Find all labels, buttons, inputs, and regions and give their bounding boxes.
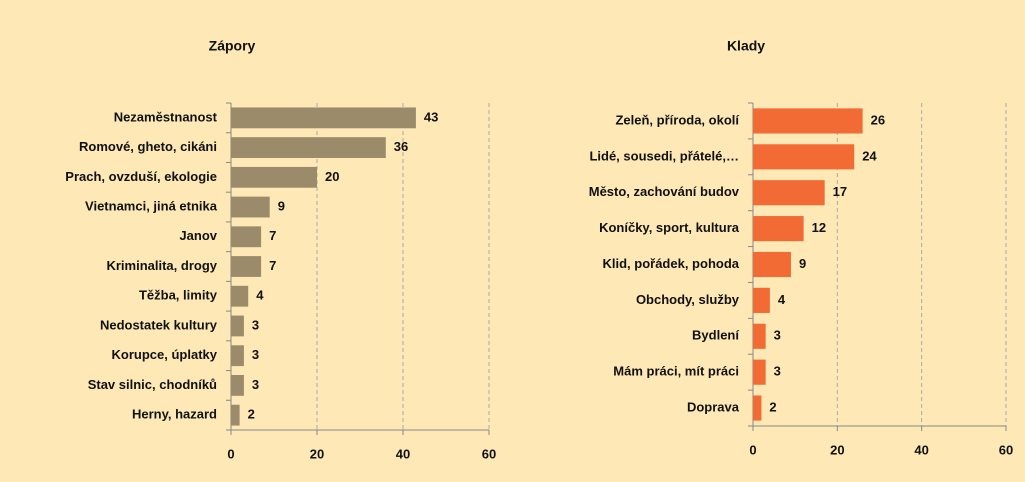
- value-label: 7: [269, 258, 276, 273]
- value-label: 12: [812, 220, 826, 235]
- value-label: 3: [774, 364, 781, 379]
- bar: [753, 216, 804, 242]
- y-tick-label: Město, zachování budov: [589, 184, 740, 199]
- y-tick-label: Mám práci, mít práci: [613, 364, 739, 379]
- y-tick-label: Korupce, úplatky: [112, 347, 218, 362]
- bar: [231, 404, 240, 426]
- value-label: 3: [252, 377, 259, 392]
- top-band: [0, 0, 1025, 10]
- bar: [753, 180, 825, 206]
- y-tick-label: Bydlení: [692, 328, 739, 343]
- value-label: 3: [774, 328, 781, 343]
- bar: [231, 166, 317, 188]
- y-tick-label: Nezaměstnanost: [114, 109, 218, 124]
- bar: [753, 144, 855, 170]
- x-tick-label: 40: [396, 446, 410, 461]
- x-tick-label: 40: [914, 442, 928, 457]
- value-label: 26: [871, 112, 885, 127]
- bar: [231, 226, 262, 248]
- bar: [753, 395, 762, 421]
- y-tick-label: Klid, pořádek, pohoda: [602, 256, 739, 271]
- value-label: 24: [862, 148, 877, 163]
- value-label: 4: [256, 288, 264, 303]
- bar: [231, 375, 244, 396]
- y-tick-label: Romové, gheto, cikáni: [79, 139, 217, 154]
- bar: [753, 251, 791, 278]
- y-tick-label: Obchody, služby: [636, 292, 740, 307]
- y-tick-label: Těžba, limity: [139, 288, 218, 303]
- y-tick-label: Stav silnic, chodníků: [88, 377, 217, 392]
- x-tick-label: 0: [227, 446, 234, 461]
- x-tick-label: 60: [999, 442, 1013, 457]
- y-tick-label: Herny, hazard: [132, 407, 217, 422]
- value-label: 43: [424, 109, 438, 124]
- value-label: 2: [769, 399, 776, 414]
- bar: [231, 107, 416, 129]
- y-tick-label: Koníčky, sport, kultura: [599, 220, 740, 235]
- x-tick-label: 0: [749, 442, 756, 457]
- y-tick-label: Kriminalita, drogy: [106, 258, 217, 273]
- y-tick-label: Nedostatek kultury: [100, 317, 218, 332]
- y-tick-label: Doprava: [687, 399, 740, 414]
- value-label: 9: [799, 256, 806, 271]
- bar: [753, 108, 863, 134]
- chart-title: Zápory: [209, 38, 256, 54]
- bar: [231, 345, 244, 367]
- value-label: 4: [778, 292, 786, 307]
- x-tick-label: 60: [482, 446, 496, 461]
- value-label: 36: [394, 139, 408, 154]
- value-label: 17: [833, 184, 847, 199]
- bar: [753, 323, 766, 349]
- value-label: 9: [278, 198, 285, 213]
- x-tick-label: 20: [310, 446, 324, 461]
- bar: [753, 287, 770, 313]
- value-label: 3: [252, 347, 259, 362]
- y-tick-label: Prach, ovzduší, ekologie: [65, 169, 217, 184]
- bar: [231, 285, 249, 307]
- chart-title: Klady: [727, 38, 765, 54]
- value-label: 2: [248, 407, 255, 422]
- y-tick-label: Vietnamci, jiná etnika: [85, 198, 218, 213]
- y-tick-label: Lidé, sousedi, přátelé,…: [589, 148, 739, 163]
- value-label: 20: [325, 169, 339, 184]
- y-tick-label: Zeleň, příroda, okolí: [615, 112, 739, 127]
- bar: [231, 196, 270, 218]
- bar: [231, 256, 262, 277]
- bar: [753, 359, 766, 385]
- x-tick-label: 20: [830, 442, 844, 457]
- y-tick-label: Janov: [179, 228, 217, 243]
- bar: [231, 137, 386, 158]
- bar: [231, 315, 244, 337]
- value-label: 3: [252, 317, 259, 332]
- value-label: 7: [269, 228, 276, 243]
